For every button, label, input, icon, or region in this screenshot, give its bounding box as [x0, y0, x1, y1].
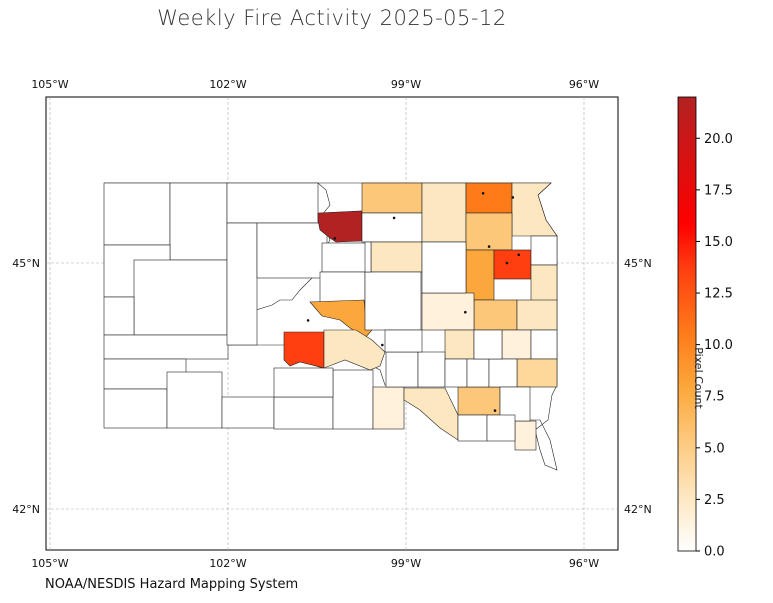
colorbar-label: Pixel Count	[692, 347, 705, 409]
fire-points-layer	[306, 192, 520, 412]
fire-point	[505, 261, 509, 265]
lon-label-bottom-3: 96°W	[569, 557, 599, 570]
colorbar-tick-label: 5.0	[704, 441, 725, 456]
colorbar-tick-label: 0.0	[704, 545, 725, 560]
colorbar-tick-label: 17.5	[704, 183, 733, 198]
county-todd	[273, 396, 334, 430]
lon-label-bottom-2: 99°W	[391, 557, 421, 570]
county-clay	[486, 414, 516, 442]
lat-label-left-0: 45°N	[12, 257, 40, 270]
county-bon-homme	[457, 386, 501, 416]
county-hamlin	[473, 299, 518, 331]
county-hughes	[319, 271, 366, 303]
county-clark	[465, 249, 495, 301]
county-marshall	[465, 182, 513, 214]
county-mcpherson	[361, 182, 423, 214]
fire-point	[392, 216, 396, 220]
county-codington	[493, 249, 532, 280]
county-ziebach-south	[226, 222, 258, 346]
fire-point	[481, 192, 485, 195]
fire-point	[306, 319, 310, 322]
county-davison	[444, 358, 468, 388]
fire-point	[511, 196, 515, 199]
county-roberts	[511, 182, 558, 237]
county-jackson	[283, 331, 325, 369]
county-layer	[103, 182, 558, 471]
county-faulk	[370, 241, 423, 273]
map-title: Weekly Fire Activity 2025-05-12	[157, 6, 507, 30]
county-bennett	[221, 396, 275, 429]
county-mccook	[488, 358, 518, 388]
fire-point	[381, 343, 384, 347]
county-oglala	[166, 371, 223, 429]
lat-label-right-0: 45°N	[624, 257, 652, 270]
county-mellette	[273, 367, 334, 398]
colorbar-tick-label: 2.5	[704, 493, 725, 508]
county-corson	[226, 182, 319, 224]
lon-label-top-1: 102°W	[209, 78, 246, 91]
county-hand	[364, 271, 422, 331]
county-yankton	[514, 420, 537, 451]
county-hanson	[466, 358, 490, 388]
lon-label-top-0: 105°W	[31, 78, 68, 91]
lon-label-top-2: 99°W	[391, 78, 421, 91]
county-kingsbury	[444, 329, 475, 360]
county-buffalo	[384, 329, 423, 353]
county-meade	[133, 259, 228, 336]
county-brule	[372, 386, 405, 430]
county-harding	[103, 182, 171, 246]
county-day	[465, 212, 513, 251]
colorbar-tick-label: 12.5	[704, 287, 733, 302]
lat-label-left-1: 42°N	[12, 503, 40, 516]
county-moody	[530, 329, 558, 360]
colorbar-ticks: 0.0 2.5 5.0 7.5 10.0 12.5 15.0 17.5 20.0	[696, 132, 733, 560]
county-minnehaha	[516, 358, 558, 388]
tick-labels: 105°W 102°W 99°W 96°W 105°W 102°W 99°W 9…	[12, 78, 651, 570]
county-lawrence	[103, 296, 135, 336]
county-sanborn	[417, 351, 446, 388]
county-beadle	[421, 241, 467, 294]
colorbar-tick-label: 15.0	[704, 235, 733, 250]
fire-point	[517, 253, 520, 257]
fire-point	[487, 245, 491, 248]
colorbar-tick-label: 7.5	[704, 390, 725, 405]
colorbar	[677, 96, 697, 552]
county-jerauld	[385, 351, 419, 388]
county-lyman	[323, 329, 386, 371]
county-edmunds	[361, 212, 423, 243]
county-miner	[473, 329, 503, 360]
lon-label-bottom-1: 102°W	[209, 557, 246, 570]
colorbar-tick-label: 20.0	[704, 132, 733, 147]
county-brookings	[516, 299, 558, 331]
fire-point	[333, 237, 337, 240]
county-charles-mix	[403, 387, 459, 441]
county-haakon	[256, 222, 328, 279]
source-credit: NOAA/NESDIS Hazard Mapping System	[45, 577, 299, 592]
county-perkins	[169, 182, 228, 261]
fire-point	[464, 310, 467, 314]
county-deuel	[530, 264, 558, 302]
county-tripp	[332, 369, 374, 430]
lon-label-bottom-0: 105°W	[31, 557, 68, 570]
county-hutchinson	[457, 414, 488, 442]
lon-label-top-3: 96°W	[569, 78, 599, 91]
county-lake	[501, 329, 532, 360]
colorbar-tick-label: 10.0	[704, 338, 733, 353]
fire-point	[493, 409, 497, 412]
county-grant	[530, 235, 558, 266]
county-sully	[321, 242, 372, 273]
lat-label-right-1: 42°N	[624, 503, 652, 516]
county-brown	[421, 182, 467, 243]
county-potter	[364, 241, 372, 273]
county-pennington	[103, 334, 229, 360]
county-fall-river	[103, 388, 168, 429]
